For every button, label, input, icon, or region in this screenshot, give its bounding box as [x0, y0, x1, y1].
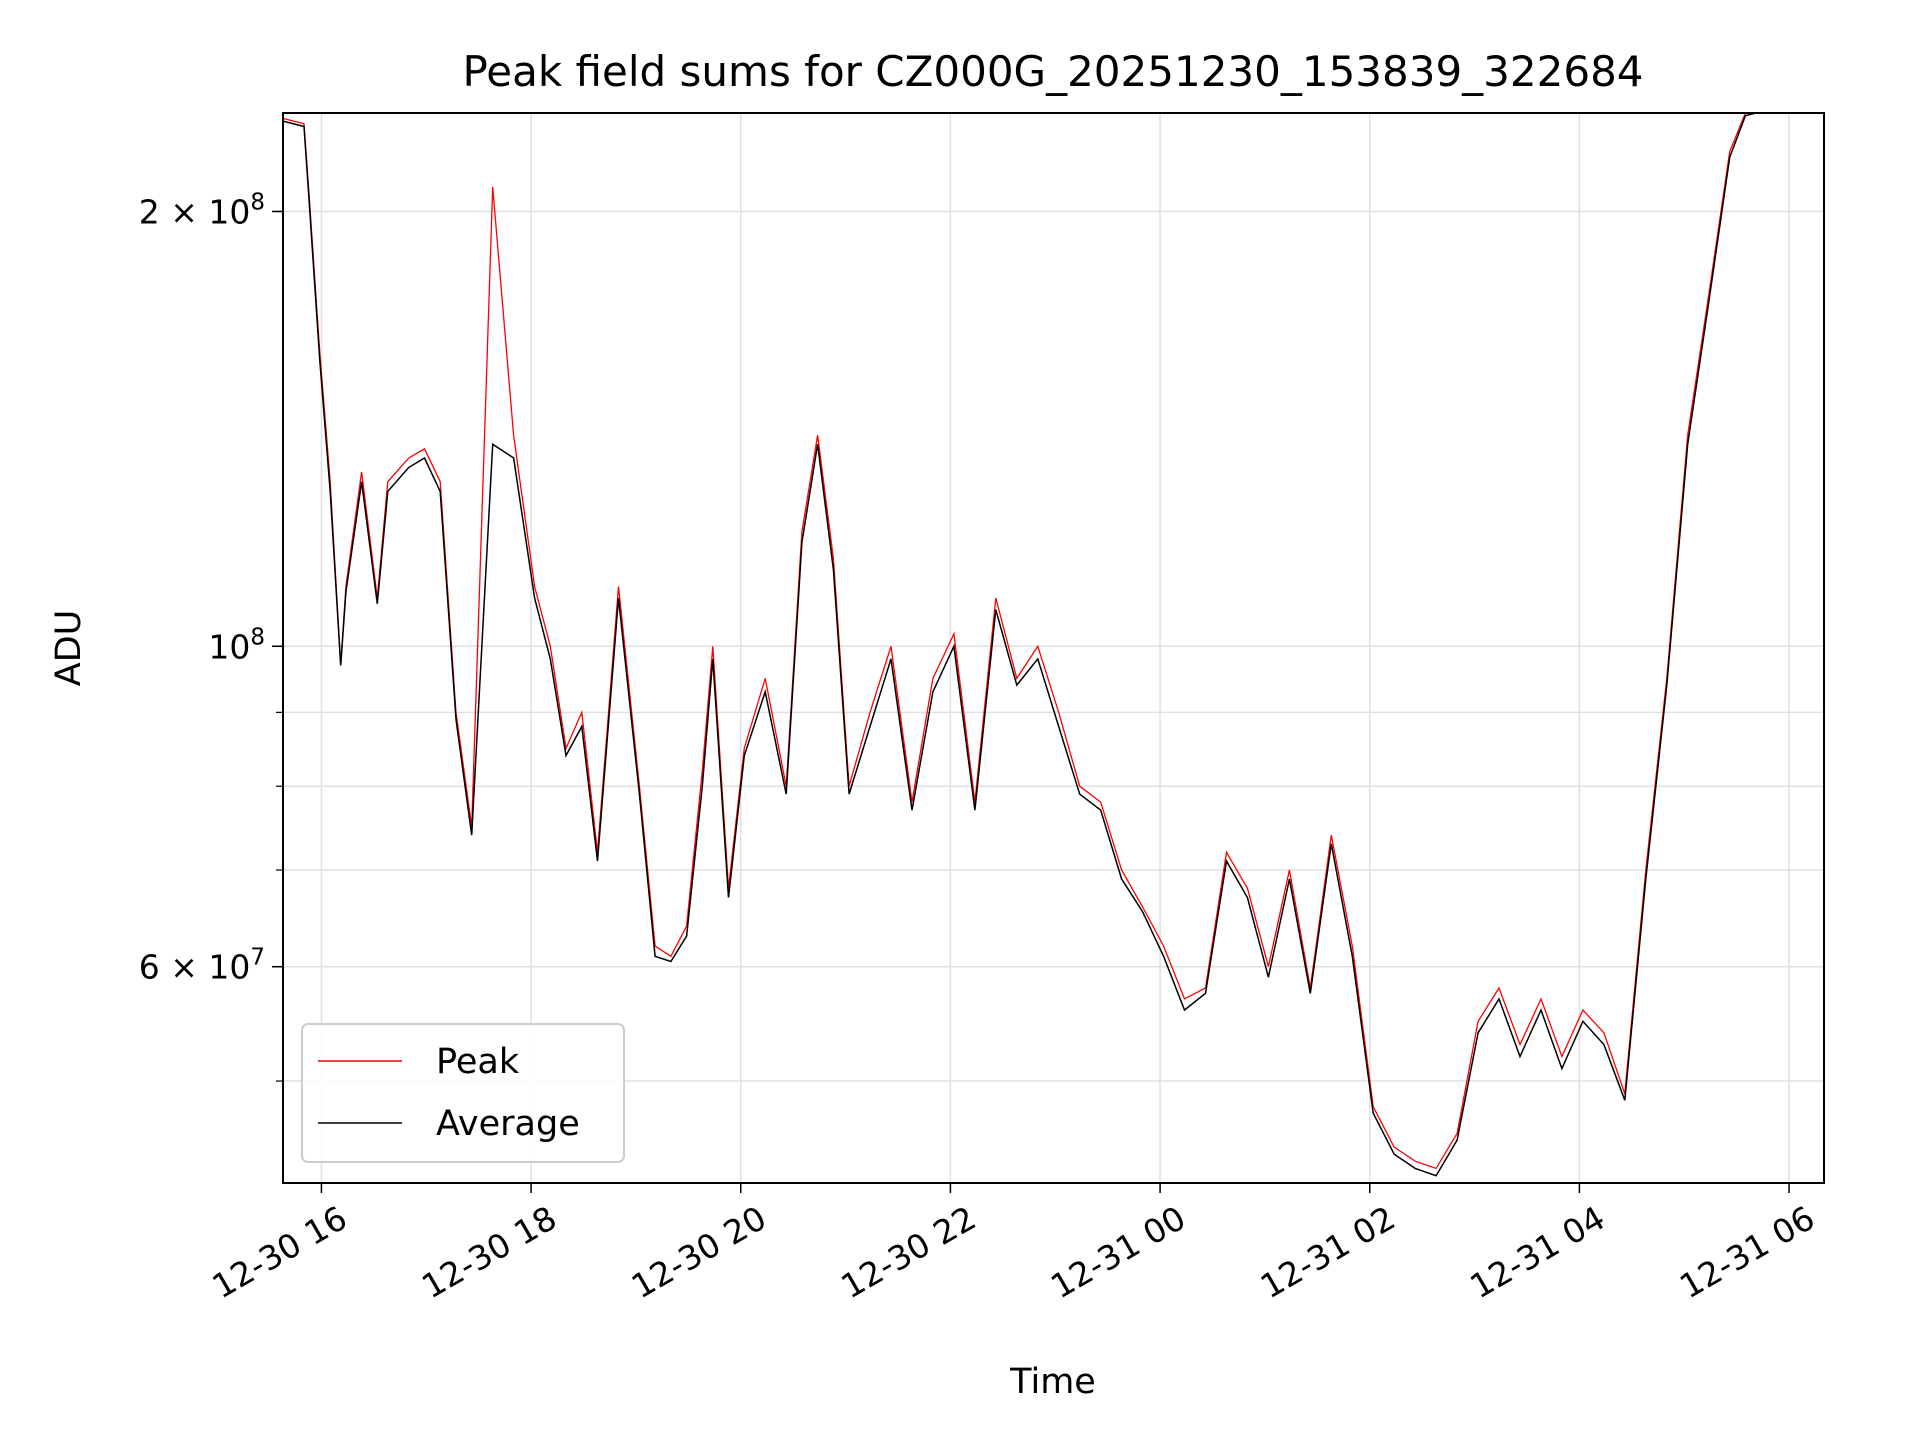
- legend: Peak Average: [301, 1023, 625, 1163]
- series-group: [282, 112, 1824, 1177]
- plot-frame: [282, 112, 1825, 1184]
- legend-label-peak: Peak: [436, 1042, 520, 1082]
- chart-title: Peak field sums for CZ000G_20251230_1538…: [462, 47, 1643, 96]
- y-tick-label: 108: [208, 624, 265, 666]
- y-axis-label: ADU: [49, 610, 89, 687]
- series-line-peak: [282, 112, 1824, 1170]
- y-axis-ticks: 2 × 108 108 6 × 107: [139, 189, 283, 1082]
- series-line-average: [282, 112, 1824, 1177]
- legend-box: [301, 1023, 625, 1163]
- y-tick-label: 2 × 108: [139, 189, 265, 231]
- legend-label-average: Average: [436, 1104, 580, 1144]
- y-tick-label: 6 × 107: [139, 945, 265, 987]
- x-axis-label: Time: [1009, 1362, 1096, 1402]
